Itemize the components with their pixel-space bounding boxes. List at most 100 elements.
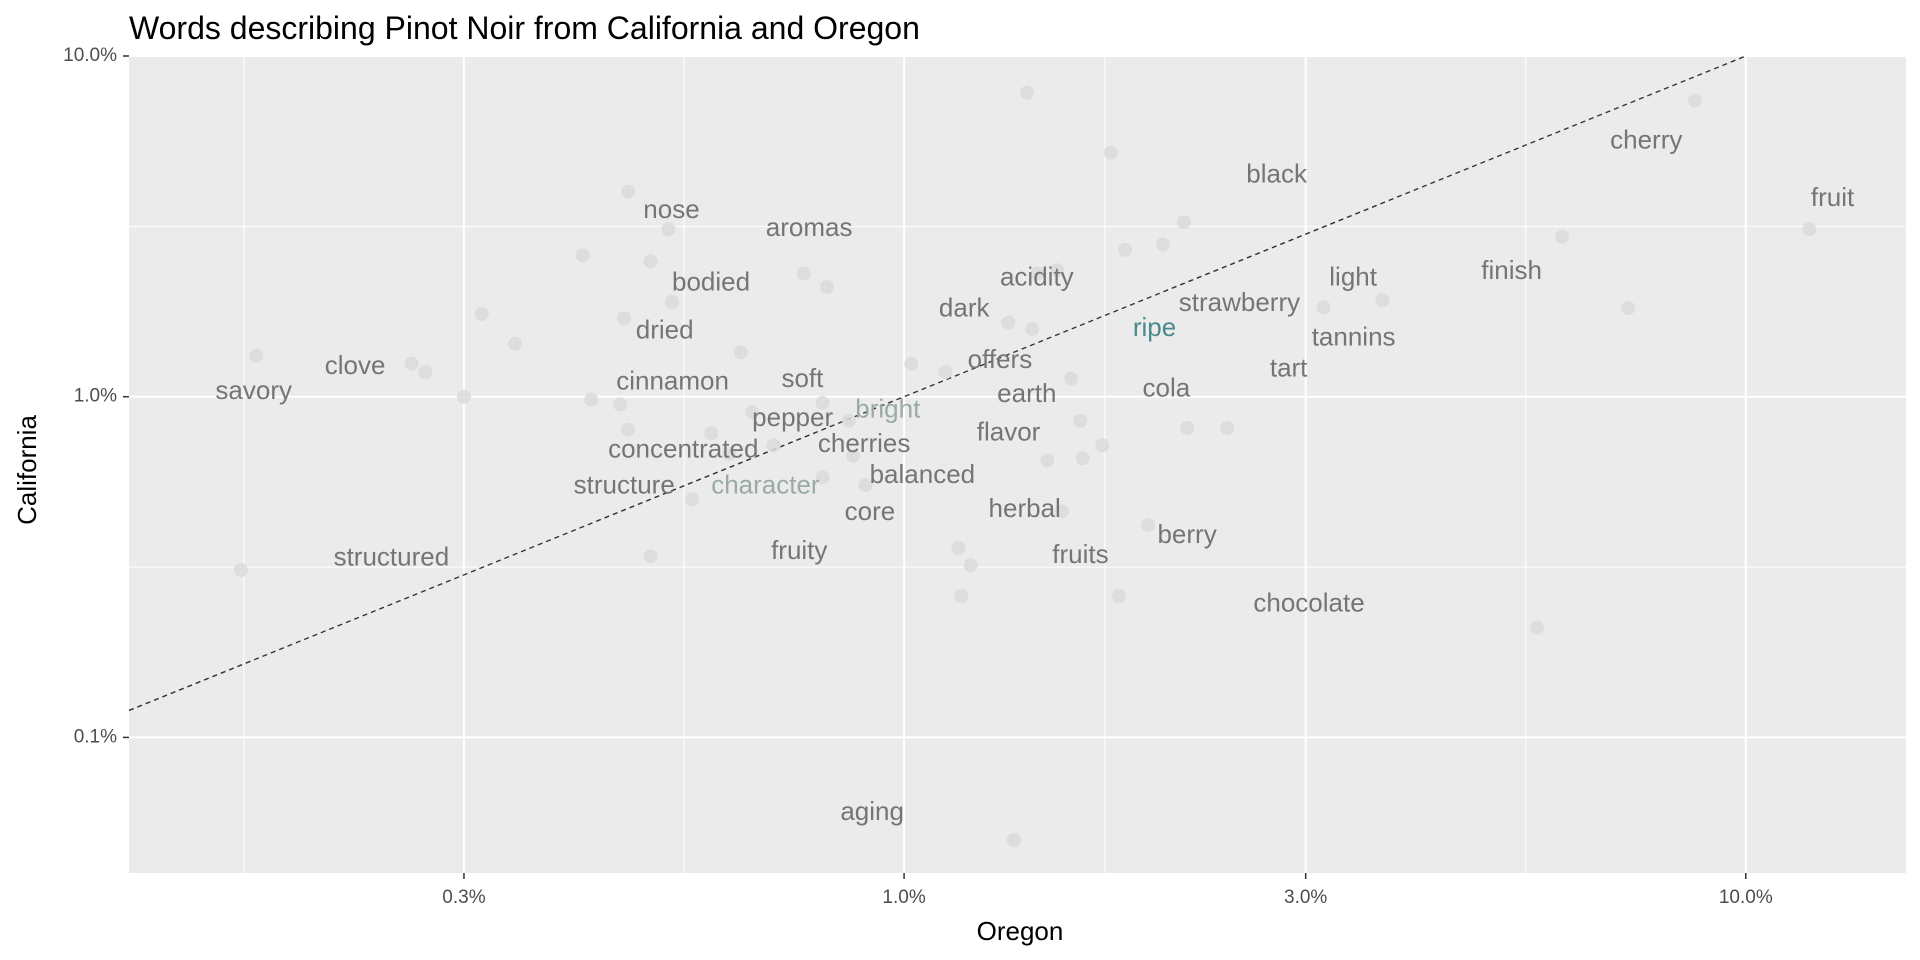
data-point xyxy=(418,365,433,380)
y-tick-label: 0.1% xyxy=(74,726,117,747)
word-label: bodied xyxy=(672,266,750,296)
data-point xyxy=(704,426,719,441)
data-point xyxy=(1375,293,1390,308)
points xyxy=(233,85,1817,847)
word-label: strawberry xyxy=(1179,287,1300,317)
data-point xyxy=(815,395,830,410)
word-label: core xyxy=(845,496,896,526)
word-label: bright xyxy=(855,394,921,424)
data-point xyxy=(249,348,264,363)
data-point xyxy=(1040,453,1055,468)
data-point xyxy=(1180,420,1195,435)
data-point xyxy=(474,306,489,321)
data-point xyxy=(1030,266,1045,281)
data-point xyxy=(1530,620,1545,635)
data-point xyxy=(820,279,835,294)
data-point xyxy=(1006,832,1021,847)
data-point xyxy=(938,365,953,380)
word-label: cola xyxy=(1143,372,1191,402)
word-label: clove xyxy=(325,350,386,380)
data-point xyxy=(1176,215,1191,230)
y-tick-label: 10.0% xyxy=(63,45,117,66)
word-label: structure xyxy=(574,469,675,499)
data-point xyxy=(766,438,781,453)
data-point xyxy=(1095,438,1110,453)
data-point xyxy=(1075,451,1090,466)
data-point xyxy=(233,563,248,578)
data-point xyxy=(1050,263,1065,278)
word-label: acidity xyxy=(1000,262,1074,292)
word-label: dark xyxy=(939,293,991,323)
word-label: fruits xyxy=(1052,539,1108,569)
data-point xyxy=(508,336,523,351)
data-point xyxy=(1155,237,1170,252)
y-tick-label: 1.0% xyxy=(74,386,117,407)
word-label: cherry xyxy=(1610,125,1682,155)
y-axis-title: California xyxy=(12,415,42,525)
data-point xyxy=(951,540,966,555)
data-point xyxy=(1220,420,1235,435)
word-label: dried xyxy=(636,315,694,345)
word-label: black xyxy=(1246,159,1308,189)
word-label: flavor xyxy=(977,416,1041,446)
x-tick-label: 3.0% xyxy=(1284,887,1327,908)
word-label: structured xyxy=(334,541,450,571)
grid xyxy=(129,55,1906,873)
word-label: fruit xyxy=(1811,182,1855,212)
data-point xyxy=(456,389,471,404)
data-point xyxy=(841,413,856,428)
x-tick-label: 0.3% xyxy=(442,887,485,908)
data-point xyxy=(404,356,419,371)
data-point xyxy=(1621,301,1636,316)
data-point xyxy=(722,446,737,461)
data-point xyxy=(1020,85,1035,100)
word-label: cherries xyxy=(818,428,910,458)
data-point xyxy=(1316,300,1331,315)
data-point xyxy=(1141,518,1156,533)
word-label: concentrated xyxy=(608,433,758,463)
word-label: earth xyxy=(997,378,1056,408)
data-point xyxy=(1073,413,1088,428)
data-point xyxy=(796,266,811,281)
x-axis-title: Oregon xyxy=(977,916,1064,946)
data-point xyxy=(1117,242,1132,257)
word-label: ripe xyxy=(1133,312,1176,342)
data-point xyxy=(643,549,658,564)
data-point xyxy=(745,405,760,420)
word-label: herbal xyxy=(989,493,1061,523)
word-label: cinnamon xyxy=(616,365,729,395)
data-point xyxy=(664,294,679,309)
chart-title: Words describing Pinot Noir from Califor… xyxy=(129,10,920,46)
data-point xyxy=(1111,589,1126,604)
word-label: pepper xyxy=(752,402,833,432)
data-point xyxy=(617,311,632,326)
x-tick-label: 10.0% xyxy=(1719,887,1773,908)
data-point xyxy=(815,470,830,485)
data-point xyxy=(1054,504,1069,519)
word-label: finish xyxy=(1481,255,1542,285)
data-point xyxy=(685,492,700,507)
x-tick-label: 1.0% xyxy=(882,887,925,908)
word-label: berry xyxy=(1157,519,1216,549)
data-point xyxy=(613,397,628,412)
y-axis-ticks: 0.1% 1.0% 10.0% xyxy=(63,45,129,747)
data-point xyxy=(1103,145,1118,160)
data-point xyxy=(733,345,748,360)
x-axis-ticks: 0.3% 1.0% 3.0% 10.0% xyxy=(442,873,1773,908)
data-point xyxy=(1001,315,1016,330)
data-point xyxy=(584,392,599,407)
word-label: savory xyxy=(215,375,292,405)
word-label: soft xyxy=(781,363,824,393)
data-point xyxy=(1064,371,1079,386)
word-label: light xyxy=(1329,262,1377,292)
data-point xyxy=(858,478,873,493)
data-point xyxy=(1802,222,1817,237)
data-point xyxy=(904,356,919,371)
word-label: tart xyxy=(1270,353,1308,383)
word-label: fruity xyxy=(771,535,827,565)
data-point xyxy=(621,422,636,437)
data-point xyxy=(621,184,636,199)
word-label: aromas xyxy=(766,212,853,242)
data-point xyxy=(954,589,969,604)
